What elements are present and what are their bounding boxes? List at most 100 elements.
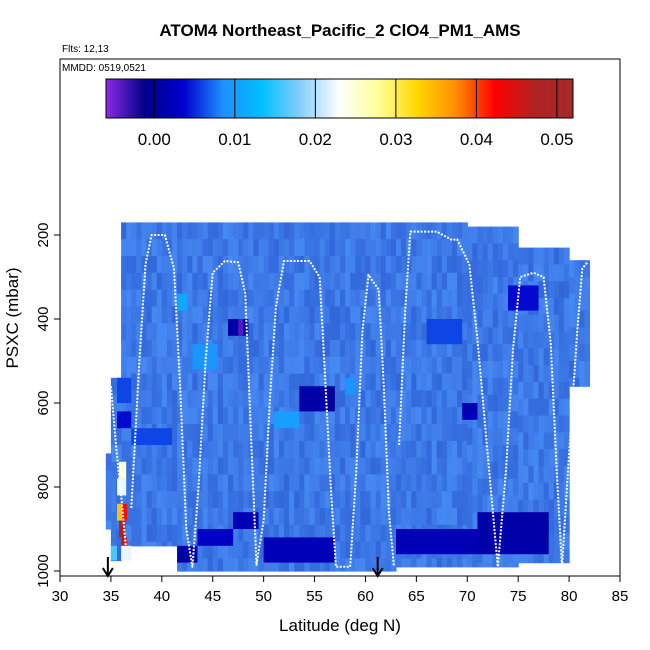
heatmap-cell [161, 390, 168, 408]
heatmap-cell [121, 491, 127, 509]
heatmap-cell [508, 478, 514, 496]
heatmap-cell [421, 491, 428, 509]
heatmap-cell [151, 306, 158, 324]
heatmap-cell [238, 474, 244, 492]
heatmap-cell [268, 306, 275, 324]
heatmap-cell [110, 394, 117, 412]
heatmap-cell [309, 558, 316, 572]
heatmap-cell [187, 474, 193, 492]
heatmap-cell [558, 365, 565, 383]
heatmap-cell [329, 407, 336, 425]
heatmap-cell [355, 474, 361, 492]
heatmap-cell [350, 558, 356, 572]
heatmap-cell [319, 256, 326, 274]
heatmap-cell [116, 445, 122, 463]
heatmap-cell [574, 310, 580, 328]
heatmap-cell [426, 424, 433, 442]
heatmap-cell [538, 449, 545, 467]
heatmap-cell [156, 356, 163, 375]
heatmap-cell [436, 474, 443, 492]
heatmap-cell [350, 457, 356, 475]
heatmap-cell [238, 440, 244, 459]
heatmap-cell [309, 272, 316, 291]
heatmap-cell [472, 260, 479, 278]
heatmap-cell [375, 407, 382, 425]
heatmap-cell [477, 260, 484, 278]
heatmap-cell [558, 533, 565, 551]
heatmap-cell [502, 394, 509, 412]
y-tick-label: 600 [35, 390, 52, 415]
heatmap-cell [334, 457, 341, 475]
heatmap-cell [558, 331, 565, 349]
heatmap-cell [421, 390, 428, 408]
heatmap-cell [141, 541, 148, 547]
heatmap-cell [385, 407, 392, 425]
heatmap-cell [268, 474, 275, 492]
heatmap-cell [558, 382, 565, 400]
heatmap-cell [294, 340, 300, 358]
heatmap-cell [380, 390, 387, 408]
heatmap-cell [228, 306, 234, 324]
heatmap-cell [416, 508, 423, 526]
heatmap-cell [243, 424, 249, 442]
heatmap-cell [390, 306, 397, 324]
heatmap-cell [319, 323, 326, 341]
heatmap-cell [284, 323, 290, 341]
heatmap-cell [416, 390, 423, 408]
heatmap-cell [253, 222, 260, 240]
heatmap-cell [309, 356, 316, 375]
heatmap-cell [477, 562, 484, 568]
heatmap-cell [508, 445, 514, 463]
heatmap-cell [436, 407, 443, 425]
heatmap-cell [177, 293, 188, 311]
heatmap-cell [467, 411, 473, 429]
heatmap-cell [350, 474, 356, 492]
heatmap-cell [390, 407, 397, 425]
heatmap-cell [518, 449, 524, 467]
heatmap-cell [487, 411, 494, 429]
heatmap-cell [202, 558, 209, 572]
heatmap-cell [182, 323, 188, 341]
heatmap-cell [518, 331, 524, 349]
x-tick-label: 60 [357, 588, 374, 605]
heatmap-cell [574, 344, 580, 362]
heatmap-cell [472, 461, 479, 480]
heatmap-cell [421, 306, 428, 324]
heatmap-cell [136, 373, 143, 391]
heatmap-cell [207, 323, 214, 341]
heatmap-cell [258, 457, 265, 475]
heatmap-cell [370, 440, 377, 459]
heatmap-cell [457, 440, 463, 459]
heatmap-cell [105, 487, 112, 505]
heatmap-cell [197, 272, 204, 291]
heatmap-cell [548, 281, 555, 299]
heatmap-cell [431, 440, 438, 459]
heatmap-cell [161, 239, 168, 257]
heatmap-cell [197, 306, 204, 324]
heatmap-cell [497, 545, 504, 564]
chart-title: ATOM4 Northeast_Pacific_2 ClO4_PM1_AMS [159, 21, 520, 40]
heatmap-cell [345, 256, 351, 274]
heatmap-cell [289, 524, 295, 543]
heatmap-cell [421, 407, 428, 425]
heatmap-cell [329, 256, 336, 274]
heatmap-cell [177, 474, 183, 492]
heatmap-cell [553, 432, 560, 450]
heatmap-cell [553, 348, 560, 366]
heatmap-cell [187, 558, 193, 572]
heatmap-cell [116, 394, 122, 412]
heatmap-cell [177, 457, 183, 475]
heatmap-cell [304, 440, 311, 459]
heatmap-cell [268, 508, 275, 526]
heatmap-cell [528, 482, 535, 501]
heatmap-cell [401, 558, 407, 568]
heatmap-cell [533, 314, 540, 333]
heatmap-cell [370, 239, 377, 257]
heatmap-cell [126, 272, 132, 291]
heatmap-cell [228, 407, 234, 425]
heatmap-cell [289, 508, 295, 526]
heatmap-cell [482, 277, 489, 295]
heatmap-cell [513, 562, 519, 568]
heatmap-cell [284, 239, 290, 257]
heatmap-cell [345, 424, 351, 442]
